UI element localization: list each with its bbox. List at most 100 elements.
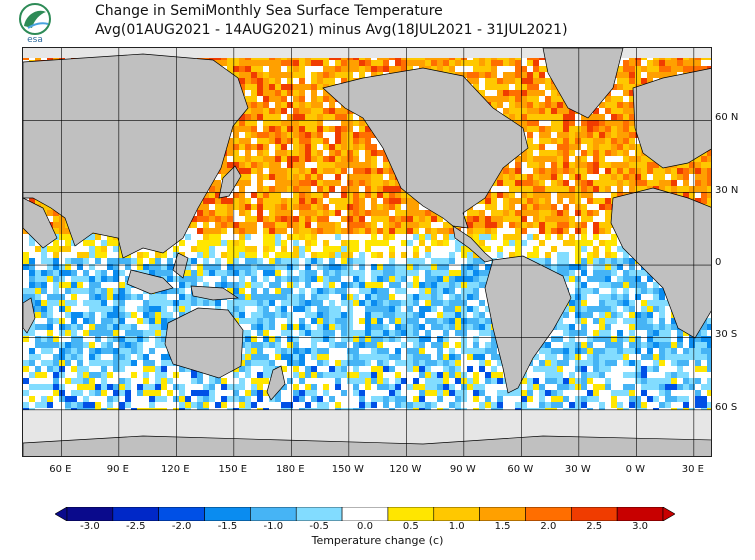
anomaly-cell xyxy=(623,114,629,120)
anomaly-cell xyxy=(185,264,191,270)
anomaly-cell xyxy=(233,222,239,228)
anomaly-cell xyxy=(569,162,575,168)
anomaly-cell xyxy=(533,204,539,210)
anomaly-cell xyxy=(509,60,515,66)
anomaly-cell xyxy=(383,198,389,204)
anomaly-cell xyxy=(293,180,299,186)
anomaly-cell xyxy=(581,114,587,120)
anomaly-cell xyxy=(353,294,359,300)
anomaly-cell xyxy=(209,222,215,228)
anomaly-cell xyxy=(233,300,239,306)
anomaly-cell xyxy=(689,180,695,186)
anomaly-cell xyxy=(173,276,179,282)
anomaly-cell xyxy=(311,96,317,102)
anomaly-cell xyxy=(545,72,551,78)
anomaly-cell xyxy=(395,258,401,264)
anomaly-cell xyxy=(71,294,77,300)
anomaly-cell xyxy=(605,282,611,288)
anomaly-cell xyxy=(221,222,227,228)
anomaly-cell xyxy=(575,228,581,234)
anomaly-cell xyxy=(323,252,329,258)
anomaly-cell xyxy=(317,168,323,174)
anomaly-cell xyxy=(527,90,533,96)
anomaly-cell xyxy=(215,300,221,306)
anomaly-cell xyxy=(581,144,587,150)
anomaly-cell xyxy=(407,246,413,252)
anomaly-cell xyxy=(77,252,83,258)
anomaly-cell xyxy=(53,306,59,312)
anomaly-cell xyxy=(611,150,617,156)
anomaly-cell xyxy=(581,180,587,186)
anomaly-cell xyxy=(413,258,419,264)
anomaly-cell xyxy=(527,102,533,108)
anomaly-cell xyxy=(263,144,269,150)
anomaly-cell xyxy=(83,288,89,294)
anomaly-cell xyxy=(251,108,257,114)
anomaly-cell xyxy=(359,126,365,132)
anomaly-cell xyxy=(305,60,311,66)
anomaly-cell xyxy=(443,240,449,246)
anomaly-cell xyxy=(599,252,605,258)
anomaly-cell xyxy=(221,216,227,222)
anomaly-cell xyxy=(65,252,71,258)
anomaly-cell xyxy=(317,204,323,210)
anomaly-cell xyxy=(281,96,287,102)
anomaly-cell xyxy=(341,174,347,180)
anomaly-cell xyxy=(287,192,293,198)
anomaly-cell xyxy=(377,270,383,276)
anomaly-cell xyxy=(365,234,371,240)
anomaly-cell xyxy=(137,294,143,300)
anomaly-cell xyxy=(251,156,257,162)
anomaly-cell xyxy=(83,252,89,258)
anomaly-cell xyxy=(563,192,569,198)
anomaly-cell xyxy=(41,270,47,276)
anomaly-cell xyxy=(455,276,461,282)
anomaly-cell xyxy=(557,228,563,234)
anomaly-cell xyxy=(215,186,221,192)
anomaly-cell xyxy=(503,204,509,210)
anomaly-cell xyxy=(167,276,173,282)
anomaly-cell xyxy=(527,84,533,90)
anomaly-cell xyxy=(341,60,347,66)
anomaly-cell xyxy=(335,258,341,264)
anomaly-cell xyxy=(629,60,635,66)
anomaly-cell xyxy=(557,198,563,204)
anomaly-cell xyxy=(347,168,353,174)
anomaly-cell xyxy=(575,300,581,306)
anomaly-cell xyxy=(41,288,47,294)
anomaly-cell xyxy=(353,138,359,144)
anomaly-cell xyxy=(407,210,413,216)
anomaly-cell xyxy=(575,204,581,210)
anomaly-cell xyxy=(251,282,257,288)
anomaly-cell xyxy=(425,60,431,66)
anomaly-cell xyxy=(503,240,509,246)
anomaly-cell xyxy=(215,210,221,216)
anomaly-cell xyxy=(107,234,113,240)
anomaly-cell xyxy=(245,156,251,162)
anomaly-cell xyxy=(665,174,671,180)
anomaly-cell xyxy=(581,246,587,252)
anomaly-cell xyxy=(623,96,629,102)
anomaly-cell xyxy=(539,216,545,222)
anomaly-cell xyxy=(569,288,575,294)
anomaly-cell xyxy=(521,66,527,72)
anomaly-cell xyxy=(95,258,101,264)
anomaly-cell xyxy=(311,114,317,120)
anomaly-cell xyxy=(473,216,479,222)
anomaly-cell xyxy=(617,90,623,96)
anomaly-cell xyxy=(269,174,275,180)
anomaly-cell xyxy=(263,168,269,174)
anomaly-cell xyxy=(245,66,251,72)
anomaly-cell xyxy=(377,156,383,162)
anomaly-cell xyxy=(287,300,293,306)
anomaly-cell xyxy=(245,246,251,252)
anomaly-cell xyxy=(299,156,305,162)
anomaly-cell xyxy=(581,270,587,276)
anomaly-cell xyxy=(161,270,167,276)
anomaly-cell xyxy=(341,222,347,228)
anomaly-cell xyxy=(263,120,269,126)
anomaly-cell xyxy=(47,276,53,282)
anomaly-cell xyxy=(311,246,317,252)
anomaly-cell xyxy=(395,270,401,276)
anomaly-cell xyxy=(575,294,581,300)
